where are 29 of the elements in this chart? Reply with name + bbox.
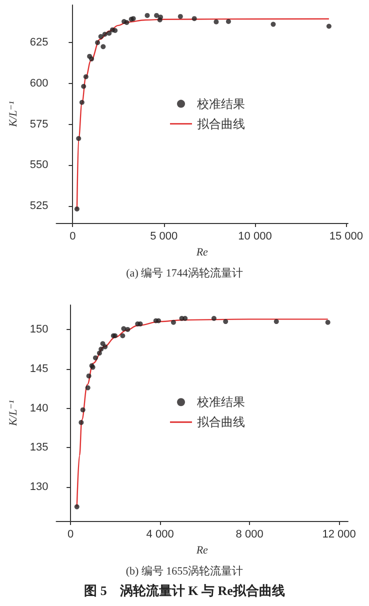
y-tick-label: 135 xyxy=(30,442,48,454)
legend-label: 拟合曲线 xyxy=(197,415,245,430)
y-tick-label: 575 xyxy=(30,118,48,130)
x-tick-label: 4 000 xyxy=(146,528,174,540)
x-tick-label: 0 xyxy=(70,230,76,242)
legend-label: 拟合曲线 xyxy=(197,116,245,131)
y-tick-label: 130 xyxy=(30,481,48,494)
x-tick-label: 12 000 xyxy=(322,528,356,540)
x-tick-label: 10 000 xyxy=(238,230,272,242)
y-axis-title: K/L⁻¹ xyxy=(8,101,20,128)
x-tick-label: 15 000 xyxy=(329,230,364,242)
y-tick-label: 145 xyxy=(30,362,48,375)
y-tick-label: 600 xyxy=(30,77,48,90)
x-tick-label: 8 000 xyxy=(236,528,264,540)
y-tick-label: 525 xyxy=(30,200,48,212)
y-tick-label: 150 xyxy=(30,323,48,336)
caption: 图 5 涡轮流量计 K 与 Re拟合曲线 xyxy=(84,583,285,598)
x-axis-title: Re xyxy=(195,544,208,556)
text: (a) 编号 1744涡轮流量计 xyxy=(126,266,243,280)
y-axis-title: K/L⁻¹ xyxy=(8,400,20,427)
legend-label: 校准结果 xyxy=(196,96,245,111)
y-tick-label: 550 xyxy=(30,159,48,172)
y-tick-label: 140 xyxy=(30,402,48,414)
text: (b) 编号 1655涡轮流量计 xyxy=(126,564,244,578)
x-tick-label: 5 000 xyxy=(150,230,178,242)
x-axis-title: Re xyxy=(195,246,208,258)
y-tick-label: 625 xyxy=(30,36,48,49)
legend-label: 校准结果 xyxy=(196,395,245,410)
x-tick-label: 0 xyxy=(68,528,74,540)
